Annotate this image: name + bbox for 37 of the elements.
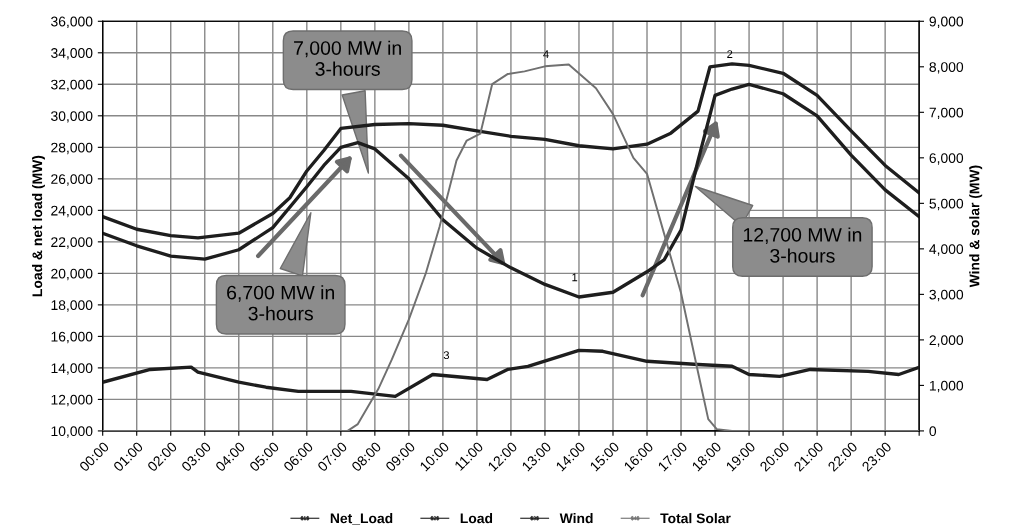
y2-tick-label: 3,000	[929, 289, 964, 302]
y-tick-label: 24,000	[51, 205, 93, 218]
y-axis-title: Load & net load (MW)	[32, 155, 45, 297]
y-tick-label: 26,000	[51, 174, 93, 186]
y-tick-label: 16,000	[51, 331, 93, 344]
y-tick-label: 20,000	[51, 268, 93, 281]
y2-tick-label: 0	[929, 426, 937, 437]
annotation: 6,700 MW in 3-hours	[227, 285, 334, 321]
annotation: 12,700 MW in 3-hours	[743, 227, 862, 263]
y-tick-label: 30,000	[51, 111, 93, 123]
y-tick-label: 12,000	[51, 394, 93, 407]
y-tick-label: 34,000	[51, 48, 93, 60]
y2-tick-label: 5,000	[929, 198, 964, 211]
legend-label: Load	[460, 513, 493, 524]
annotation: 2	[727, 50, 733, 58]
y-tick-label: 22,000	[51, 237, 93, 249]
annotation: 4	[543, 50, 549, 58]
legend-label: Total Solar	[660, 513, 731, 524]
y2-tick-label: 9,000	[929, 16, 964, 29]
y-tick-label: 14,000	[51, 363, 93, 375]
y2-tick-label: 7,000	[929, 107, 964, 120]
annotation: 1	[572, 273, 578, 282]
annotation: 7,000 MW in 3-hours	[294, 40, 401, 76]
y-tick-label: 10,000	[51, 426, 93, 438]
y2-tick-label: 2,000	[929, 335, 964, 347]
y-tick-label: 28,000	[51, 142, 93, 155]
y-tick-label: 36,000	[51, 16, 93, 29]
y2-tick-label: 8,000	[929, 62, 964, 74]
y2-tick-label: 6,000	[929, 153, 964, 165]
y2-tick-label: 1,000	[929, 380, 964, 393]
legend-label: Net_Load	[330, 513, 393, 525]
y-tick-label: 32,000	[51, 79, 93, 92]
y-tick-label: 18,000	[51, 300, 93, 312]
y2-tick-label: 4,000	[929, 244, 964, 256]
y2-axis-title: Wind & solar (MW)	[969, 165, 983, 288]
legend-label: Wind	[559, 513, 593, 524]
annotation: 3	[443, 351, 450, 360]
